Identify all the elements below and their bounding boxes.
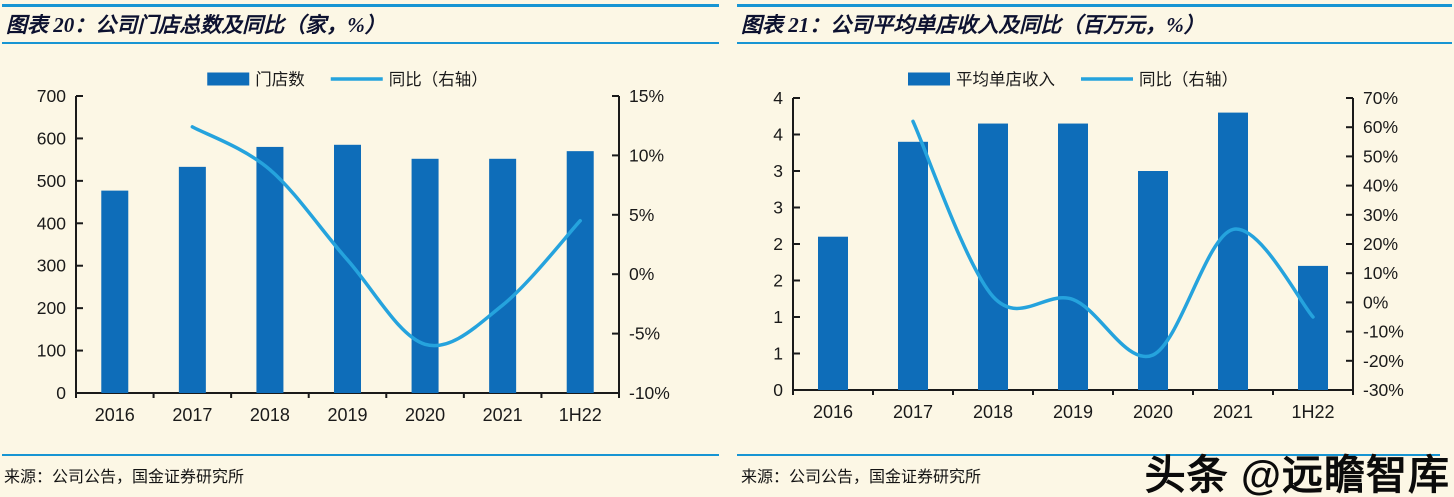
right-tick-label: 60%: [1363, 117, 1398, 137]
yoy-line: [911, 119, 1315, 359]
bar: [489, 158, 517, 393]
left-tick-label: 1: [773, 344, 783, 364]
axis-ticks: [75, 95, 620, 398]
left-tick-label: 500: [37, 171, 66, 191]
right-tick-label: -30%: [1363, 380, 1404, 400]
right-tick-label: 5%: [629, 205, 654, 225]
bars: [818, 112, 1328, 391]
legend: 门店数 同比（右轴）: [207, 70, 488, 89]
title-divider-left: [2, 42, 719, 44]
x-axis-label: 2018: [250, 405, 290, 425]
bar: [898, 141, 928, 390]
right-tick-label: -20%: [1363, 351, 1404, 371]
x-axis-label: 2021: [1213, 402, 1253, 422]
right-tick-label: 0%: [629, 264, 654, 284]
x-axis-label: 2020: [405, 405, 445, 425]
left-tick-label: 3: [773, 198, 783, 218]
x-axis-label: 2017: [893, 402, 933, 422]
legend: 平均单店收入 同比（右轴）: [908, 70, 1238, 89]
bottom-divider-right: [737, 454, 1440, 456]
x-axis-label: 1H22: [559, 405, 602, 425]
source-note-right: 来源：公司公告，国金证券研究所: [741, 469, 982, 486]
x-axis-label: 2016: [95, 405, 135, 425]
chart-title-right: 图表 21：公司平均单店收入及同比（百万元，%）: [741, 13, 1205, 37]
left-tick-label: 2: [773, 234, 783, 254]
left-tick-label: 400: [37, 213, 66, 233]
left-tick-label: 700: [37, 86, 66, 106]
bottom-divider-left: [2, 454, 719, 456]
legend-line-label: 同比（右轴）: [1139, 70, 1238, 89]
legend-bar-swatch: [207, 72, 250, 86]
left-tick-label: 3: [773, 161, 783, 181]
legend-line-label: 同比（右轴）: [389, 70, 488, 89]
bars: [101, 144, 594, 393]
top-divider-left: [2, 4, 719, 7]
bar: [178, 166, 206, 393]
top-divider-right: [737, 4, 1452, 7]
right-tick-label: 0%: [1363, 292, 1388, 312]
axis-ticks: [792, 97, 1354, 395]
x-axis-label: 2021: [483, 405, 523, 425]
left-tick-label: 300: [37, 256, 66, 276]
right-tick-label: 10%: [629, 145, 664, 165]
chart-title-left: 图表 20：公司门店总数及同比（家，%）: [6, 13, 386, 37]
bar: [1218, 112, 1248, 390]
bar: [411, 158, 439, 393]
right-tick-label: -10%: [629, 383, 670, 403]
right-tick-label: 10%: [1363, 263, 1398, 283]
bar: [1298, 265, 1328, 390]
bar: [818, 236, 848, 390]
watermark: 头条 @远瞻智库: [1144, 452, 1450, 497]
store-count-chart: 0 100 200 300 400 500 600 700 -10% -5% 0% 5% 10% 15% 2…: [37, 70, 670, 425]
right-tick-label: -10%: [1363, 322, 1404, 342]
x-axis-label: 1H22: [1291, 402, 1334, 422]
bar: [1058, 123, 1088, 391]
x-axis-label: 2019: [327, 405, 367, 425]
x-axis-label: 2017: [172, 405, 212, 425]
right-tick-label: 20%: [1363, 234, 1398, 254]
x-axis-label: 2019: [1053, 402, 1093, 422]
bar: [566, 151, 594, 393]
right-tick-label: 50%: [1363, 146, 1398, 166]
left-tick-label: 600: [37, 128, 66, 148]
axis-labels: 0 1 1 2 2 3 3 4 4 -30% -20% -10% 0% 10% 20% 30% 40% 50% 60…: [773, 88, 1404, 422]
legend-bar-swatch: [908, 72, 950, 86]
left-tick-label: 1: [773, 307, 783, 327]
x-axis-label: 2016: [813, 402, 853, 422]
bar: [101, 190, 129, 393]
bar: [978, 123, 1008, 391]
left-tick-label: 4: [773, 88, 783, 108]
legend-bar-label: 平均单店收入: [956, 70, 1055, 89]
x-axis-label: 2018: [973, 402, 1013, 422]
left-tick-label: 2: [773, 271, 783, 291]
title-divider-right: [737, 42, 1452, 44]
axis-labels: 0 100 200 300 400 500 600 700 -10% -5% 0% 5% 10% 15% 2…: [37, 86, 670, 425]
left-tick-label: 0: [773, 380, 783, 400]
bar: [256, 146, 284, 393]
right-tick-label: 30%: [1363, 205, 1398, 225]
right-tick-label: 15%: [629, 86, 664, 106]
legend-bar-label: 门店数: [255, 70, 305, 89]
source-note-left: 来源：公司公告，国金证券研究所: [4, 469, 245, 486]
avg-store-revenue-chart: 0 1 1 2 2 3 3 4 4 -30% -20% -10% 0% 10% 20% 30% 40% 50% 60…: [773, 70, 1404, 422]
yoy-line: [190, 125, 582, 348]
left-tick-label: 100: [37, 341, 66, 361]
right-tick-label: -5%: [629, 324, 660, 344]
left-tick-label: 200: [37, 298, 66, 318]
right-tick-label: 40%: [1363, 176, 1398, 196]
left-tick-label: 4: [773, 125, 783, 145]
x-axis-label: 2020: [1133, 402, 1173, 422]
right-tick-label: 70%: [1363, 88, 1398, 108]
left-tick-label: 0: [56, 383, 66, 403]
